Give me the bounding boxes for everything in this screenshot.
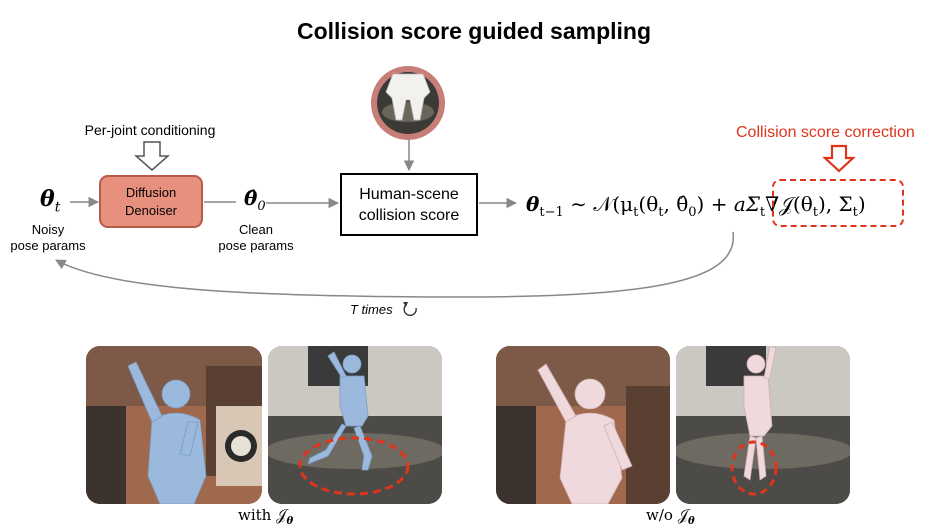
sampling-equation: θt−1 ∼ 𝒩(μt(θt, θ̂0) + aΣt∇𝒥(θt), Σt) (526, 192, 866, 220)
collision-thumbnail (371, 66, 445, 140)
without-front-image (496, 346, 670, 504)
clean-label: Clean pose params (218, 222, 294, 253)
theta-t-symbol: θt (40, 186, 61, 216)
caption-with: with 𝒥θ (238, 506, 294, 527)
with-front-image (86, 346, 262, 504)
caption-without: w/o 𝒥θ (646, 506, 695, 527)
correction-highlight-box (772, 179, 904, 227)
diagram-title: Collision score guided sampling (297, 18, 651, 44)
noisy-label: Noisy pose params (10, 222, 86, 253)
denoiser-line1: Diffusion (125, 184, 177, 200)
loop-arrow (55, 231, 734, 298)
without-side-image (676, 346, 850, 504)
correction-label: Collision score correction (736, 124, 915, 141)
refresh-icon (403, 302, 417, 316)
diffusion-denoiser-box: Diffusion Denoiser (99, 175, 203, 228)
t-times-label: T times (350, 302, 393, 317)
collision-score-box: Human-scene collision score (340, 173, 478, 236)
collision-line1: Human-scene (359, 185, 459, 203)
conditioning-label: Per-joint conditioning (84, 122, 216, 138)
collision-line2: collision score (358, 206, 460, 224)
with-side-image (268, 346, 442, 504)
conditioning-arrow (134, 141, 170, 171)
theta-0-symbol: θ̂0 (244, 186, 266, 214)
denoiser-line2: Denoiser (124, 202, 178, 218)
correction-arrow (822, 144, 856, 173)
